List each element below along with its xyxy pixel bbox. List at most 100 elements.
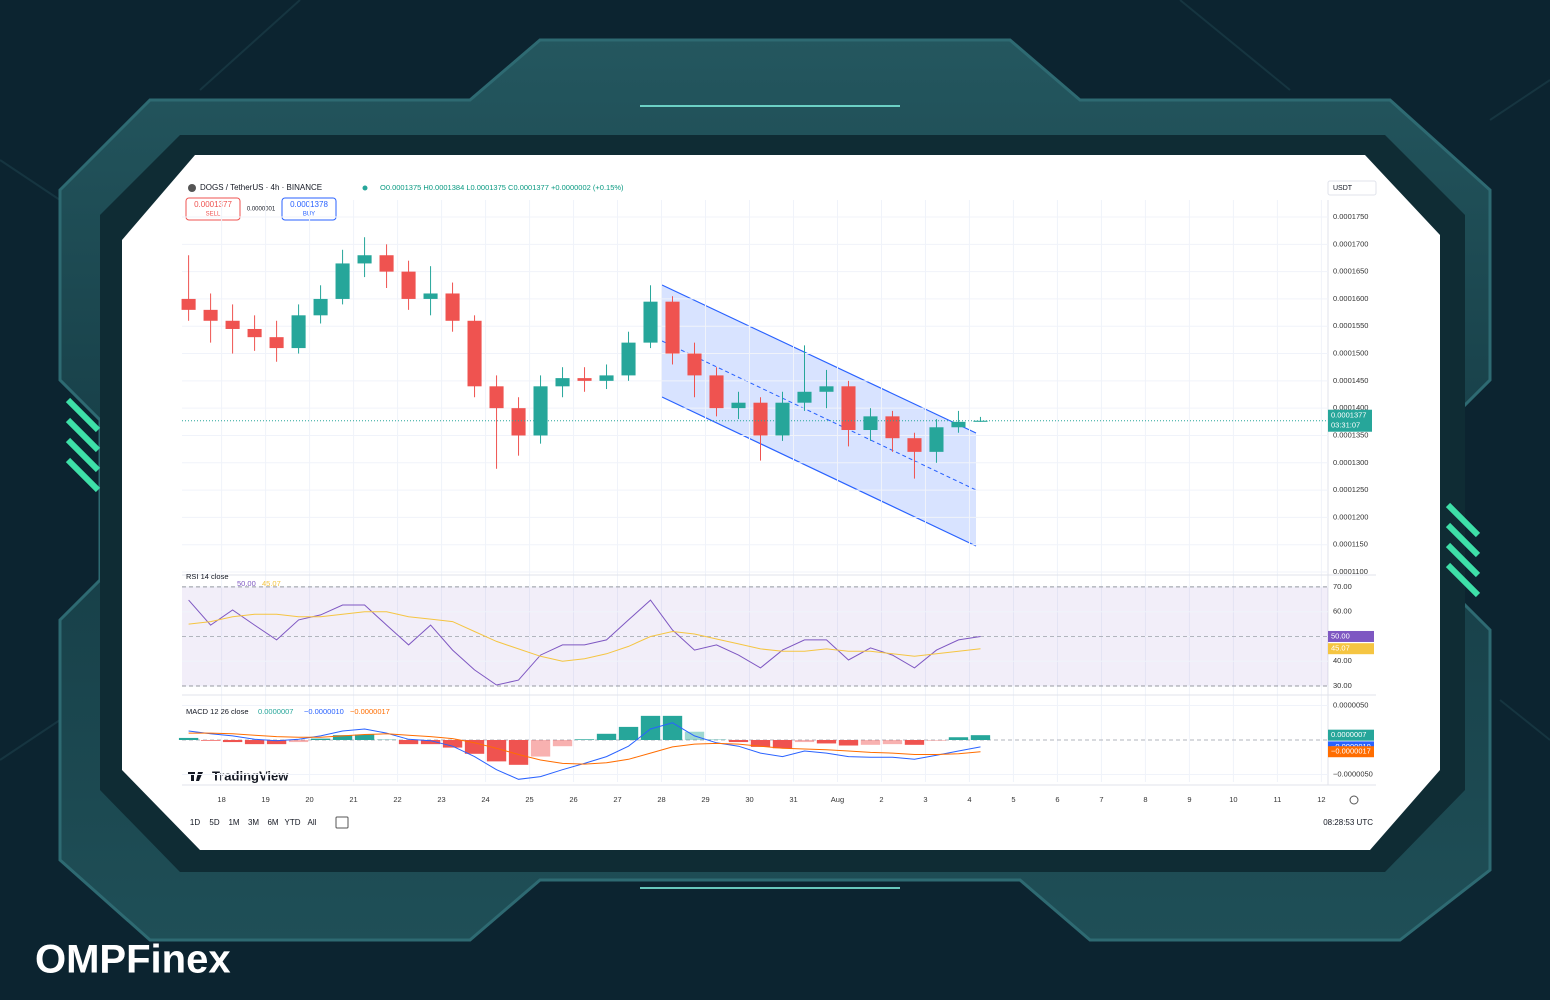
candle-body: [687, 353, 702, 376]
sell-button[interactable]: [185, 197, 241, 221]
histogram-bar: [860, 740, 881, 745]
line-series: [188, 611, 981, 662]
candle-body: [313, 298, 328, 316]
x-tick-label: 19: [261, 795, 269, 804]
y-tick-label: 0.0001100: [1333, 567, 1368, 576]
buy-button[interactable]: [281, 197, 337, 221]
y-tick-label: 0.0001400: [1333, 403, 1368, 412]
x-tick-label: 26: [569, 795, 577, 804]
histogram-bar: [728, 740, 749, 743]
sell-label: SELL: [206, 212, 221, 218]
last-value-tag: [1328, 729, 1374, 741]
histogram-bar: [354, 734, 375, 740]
histogram-bar: [816, 740, 837, 744]
candle-body: [599, 375, 614, 381]
currency: USDT: [1333, 185, 1353, 192]
legend-value: 45.07: [262, 579, 281, 588]
candle-body: [511, 408, 526, 436]
x-tick-label: 2: [879, 795, 883, 804]
histogram-bar: [948, 737, 969, 740]
last-value-label: 45.07: [1331, 644, 1350, 653]
range-button[interactable]: All: [308, 818, 317, 827]
histogram-bar: [200, 740, 221, 741]
range-button[interactable]: 5D: [209, 818, 219, 827]
x-tick-label: 11: [1274, 795, 1282, 804]
candle-body: [291, 315, 306, 349]
y-tick-label: 0.0001750: [1333, 212, 1368, 221]
x-tick-label: 12: [1317, 795, 1325, 804]
histogram-bar: [310, 738, 331, 740]
candle-body: [885, 416, 900, 439]
candle-body: [423, 293, 438, 299]
candle-body: [489, 386, 504, 409]
x-tick-label: 31: [789, 795, 797, 804]
candle-body: [555, 378, 570, 387]
histogram-bar: [706, 739, 727, 740]
price-tag-countdown: 03:31:07: [1331, 421, 1360, 430]
candle-body: [775, 402, 790, 436]
histogram-bar: [266, 740, 287, 745]
last-value-label: 0.0000007: [1331, 730, 1366, 739]
histogram-bar: [552, 740, 573, 747]
settings-icon[interactable]: [1349, 795, 1359, 805]
x-tick-label: 28: [657, 795, 665, 804]
currency-select[interactable]: [1327, 180, 1377, 196]
candle-body: [269, 337, 284, 349]
x-tick-label: 5: [1011, 795, 1015, 804]
candle-body: [973, 420, 988, 422]
y-tick-label: 0.0001500: [1333, 349, 1368, 358]
chart-panel: [122, 155, 1440, 850]
range-button[interactable]: 6M: [267, 818, 278, 827]
last-value-label: 50.00: [1331, 631, 1350, 640]
histogram-bar: [442, 740, 463, 748]
y-tick-label: 0.0001300: [1333, 458, 1368, 467]
x-tick-label: 27: [613, 795, 621, 804]
line-series: [188, 722, 981, 780]
y-tick-label: −0.0000050: [1333, 769, 1373, 778]
date-range-icon[interactable]: [335, 816, 349, 829]
y-tick-label: 40.00: [1333, 656, 1352, 665]
histogram-bar: [288, 740, 309, 743]
candle-body: [401, 271, 416, 299]
y-tick-label: 0.0001650: [1333, 267, 1368, 276]
range-button[interactable]: YTD: [285, 818, 301, 827]
range-button[interactable]: 1M: [228, 818, 239, 827]
x-tick-label: 25: [525, 795, 533, 804]
candle-body: [533, 386, 548, 436]
candle-body: [225, 320, 240, 329]
x-tick-label: Aug: [831, 795, 844, 804]
histogram-bar: [794, 740, 815, 743]
histogram-bar: [574, 739, 595, 740]
candle-body: [907, 438, 922, 452]
histogram-bar: [398, 740, 419, 745]
histogram-bar: [926, 740, 947, 741]
y-tick-label: 0.0001150: [1333, 540, 1368, 549]
candle-body: [731, 402, 746, 409]
candle-body: [357, 255, 372, 264]
candle-body: [753, 402, 768, 436]
range-button[interactable]: 3M: [248, 818, 259, 827]
last-value-label: −0.0000017: [1331, 747, 1371, 756]
candle-body: [621, 342, 636, 376]
buy-label: BUY: [303, 212, 315, 218]
y-tick-label: 0.0001250: [1333, 485, 1368, 494]
symbol: DOGS / TetherUS · 4h · BINANCE: [200, 183, 322, 192]
histogram-bar: [530, 740, 551, 757]
stripes-right: [1445, 502, 1481, 598]
candle-body: [335, 263, 350, 299]
histogram-bar: [662, 715, 683, 740]
histogram-bar: [332, 735, 353, 740]
candle-body: [247, 328, 262, 338]
stripes-left: [65, 397, 101, 493]
status-dot: [362, 185, 368, 191]
range-button[interactable]: 1D: [190, 818, 200, 827]
y-tick-label: 0.0001700: [1333, 239, 1368, 248]
spread: 0.0000001: [247, 207, 276, 213]
clock: 08:28:53 UTC: [1323, 818, 1373, 827]
candle-body: [467, 320, 482, 387]
pane-title: RSI 14 close: [186, 572, 229, 581]
line-series: [188, 732, 981, 765]
y-tick-label: 0.0001550: [1333, 321, 1368, 330]
